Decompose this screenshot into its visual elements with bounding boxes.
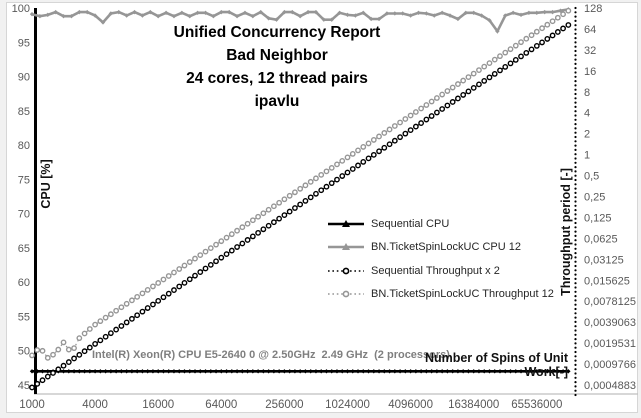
x-axis-title: Number of Spins of Unit Work[-] <box>424 351 568 379</box>
y-right-tick-label: 0,5 <box>584 171 599 183</box>
y-right-tick-label: 16 <box>584 66 596 78</box>
x-tick-label: 256000 <box>265 399 303 411</box>
y-right-tick-label: 0,0039063 <box>584 317 636 329</box>
title-line-1: Unified Concurrency Report <box>173 24 381 41</box>
legend-label: Sequential Throughput x 2 <box>371 264 500 277</box>
y-right-tick-label: 0,0004883 <box>584 380 636 392</box>
axes <box>34 6 638 397</box>
legend-item-1: BN.TicketSpinLockUC CPU 12 <box>328 236 554 260</box>
y-right-tick-label: 0,0009766 <box>584 359 636 371</box>
cpu-model-annotation: Intel(R) Xeon(R) CPU E5-2640 0 @ 2.50GHz… <box>92 349 450 361</box>
y-right-tick-label: 4 <box>584 108 590 120</box>
y-left-axis-line <box>34 8 37 394</box>
y-left-tick-label: 90 <box>18 72 30 84</box>
legend-label: BN.TicketSpinLockUC CPU 12 <box>371 241 521 254</box>
y-left-axis-title: CPU [%] <box>39 159 53 209</box>
y-left-tick-label: 75 <box>18 174 30 186</box>
y-right-tick-label: 0,125 <box>584 212 612 224</box>
legend-label: Sequential CPU <box>371 217 450 230</box>
x-tick-label: 4000 <box>82 399 108 411</box>
y-left-tick-label: 85 <box>18 106 30 118</box>
y-left-tick-label: 65 <box>18 243 30 255</box>
x-tick-label: 4096000 <box>388 399 433 411</box>
title-line-2: Bad Neighbor <box>226 47 328 64</box>
triangle-marker-icon <box>342 243 350 251</box>
y-left-tick-label: 100 <box>12 3 30 15</box>
x-tick-label: 16384000 <box>448 399 499 411</box>
legend-item-3: BN.TicketSpinLockUC Throughput 12 <box>328 283 554 307</box>
series-markers <box>29 7 572 361</box>
legend: Sequential CPU BN.TicketSpinLockUC CPU 12… <box>328 212 554 306</box>
y-right-tick-label: 0,03125 <box>584 254 624 266</box>
legend-sample <box>328 219 364 227</box>
legend-item-2: Sequential Throughput x 2 <box>328 259 554 283</box>
x-tick-label: 65536000 <box>511 399 562 411</box>
circle-marker-icon <box>342 290 350 298</box>
y-left-tick-label: 70 <box>18 209 30 221</box>
legend-item-0: Sequential CPU <box>328 212 554 236</box>
y-left-tick-label: 95 <box>18 37 30 49</box>
y-right-tick-label: 1 <box>584 150 590 162</box>
y-right-tick-label: 0,0019531 <box>584 338 636 350</box>
chart-background <box>6 2 638 413</box>
series-markers <box>29 7 571 34</box>
x-tick-label: 1024000 <box>325 399 370 411</box>
y-right-axis-dotted-line <box>574 6 577 397</box>
series-0-sequential-cpu <box>29 369 571 374</box>
y-left-tick-label: 45 <box>18 380 30 392</box>
legend-sample <box>328 290 364 298</box>
y-left-tick-label: 55 <box>18 311 30 323</box>
y-right-tick-label: 128 <box>584 3 602 15</box>
y-left-tick-label: 60 <box>18 277 30 289</box>
y-right-tick-label: 0,0625 <box>584 233 618 245</box>
series-3-bn-ticketspinlockuc-throughput-12 <box>29 7 572 361</box>
x-tick-label: 16000 <box>142 399 174 411</box>
y-right-tick-label: 8 <box>584 87 590 99</box>
legend-sample <box>328 267 364 275</box>
y-right-tick-label: 32 <box>584 45 596 57</box>
title-line-3: 24 cores, 12 thread pairs <box>186 70 368 87</box>
y-right-tick-label: 2 <box>584 129 590 141</box>
legend-sample <box>328 243 364 251</box>
series-markers <box>29 22 572 391</box>
title-line-4: ipavlu <box>254 93 300 110</box>
chart-title: Unified Concurrency Report Bad Neighbor … <box>97 21 457 113</box>
y-left-tick-label: 80 <box>18 140 30 152</box>
y-right-tick-label: 0,25 <box>584 191 605 203</box>
circle-marker-icon <box>342 267 350 275</box>
y-right-tick-label: 0,015625 <box>584 275 630 287</box>
series-2-sequential-throughput-x-2 <box>29 22 572 391</box>
y-right-tick-label: 0,0078125 <box>584 296 636 308</box>
series-markers <box>29 369 571 374</box>
series-1-bn-ticketspinlockuc-cpu-12 <box>29 7 571 34</box>
legend-label: BN.TicketSpinLockUC Throughput 12 <box>371 288 554 301</box>
tick-labels: 100 95 90 85 80 75 70 65 60 55 50 45 128 64 32 16 8 4 2 1 0,… <box>12 3 636 411</box>
y-right-tick-label: 64 <box>584 24 596 36</box>
y-right-axis-title: Throughput period [-] <box>559 168 573 296</box>
x-tick-label: 1000 <box>19 399 45 411</box>
y-left-tick-label: 50 <box>18 346 30 358</box>
triangle-marker-icon <box>342 219 350 227</box>
x-tick-label: 64000 <box>205 399 237 411</box>
